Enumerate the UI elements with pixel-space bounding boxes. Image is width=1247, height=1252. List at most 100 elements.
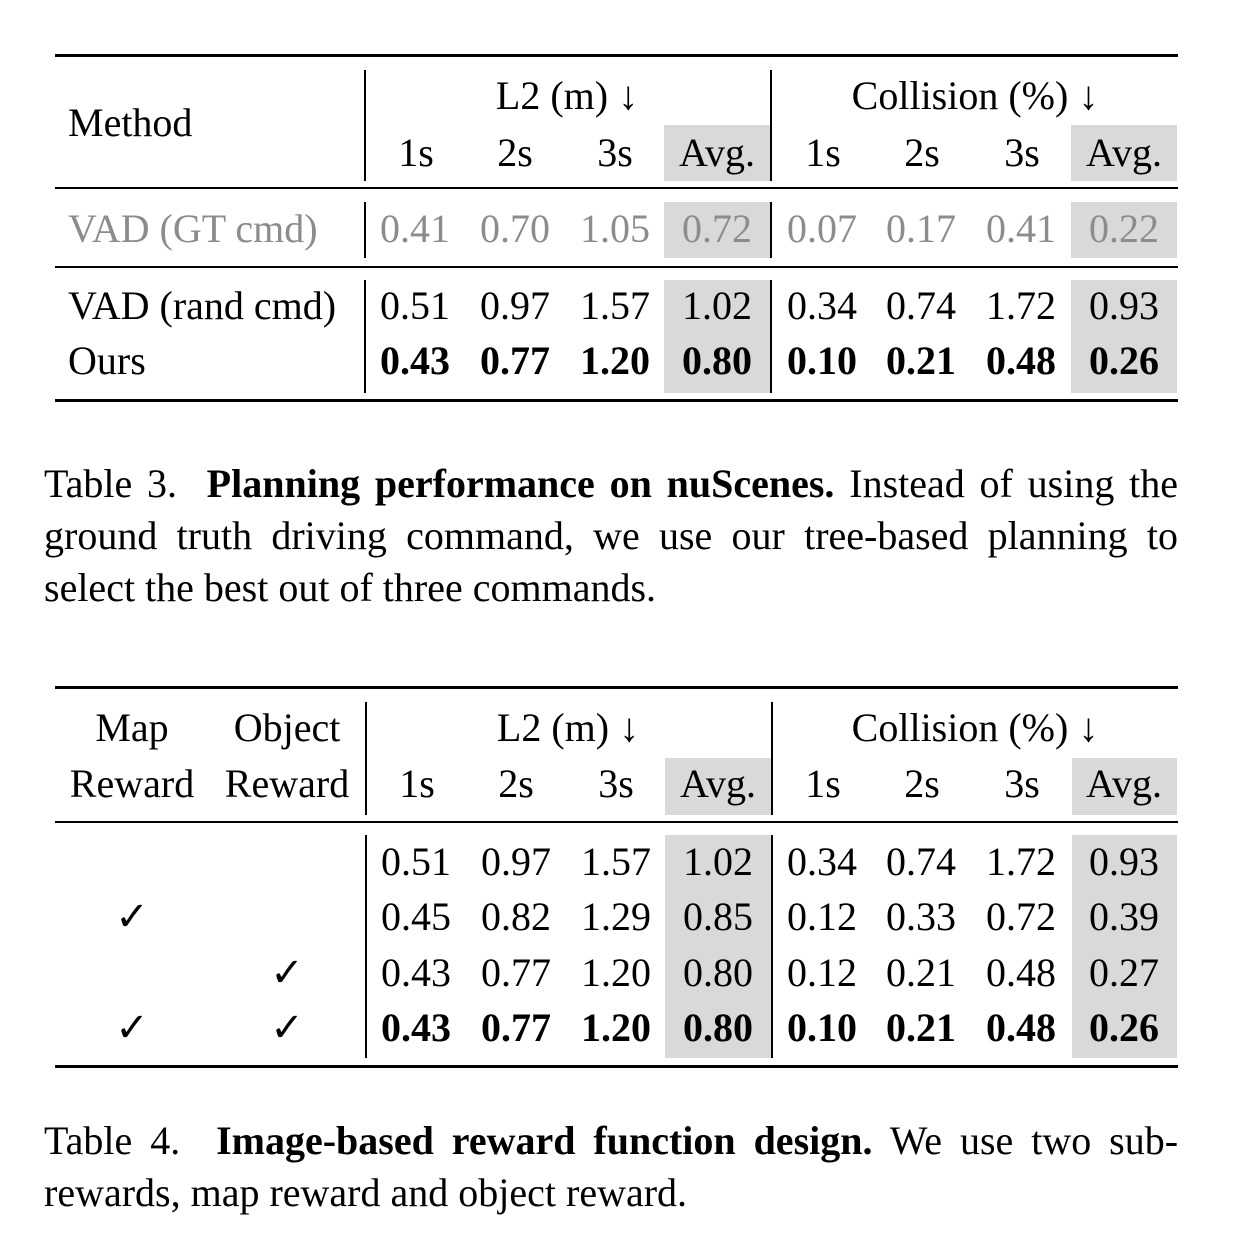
caption-title: Image-based reward function design. bbox=[216, 1118, 873, 1163]
table-cell: 0.33 bbox=[886, 894, 956, 939]
header-l2: L2 (m) ↓ bbox=[495, 73, 639, 118]
vline-mid bbox=[770, 70, 772, 181]
vline-mid-r1 bbox=[770, 202, 772, 258]
table-cell: 0.48 bbox=[986, 950, 1056, 995]
table-cell: 0.21 bbox=[886, 1005, 956, 1050]
table-cell: 0.21 bbox=[886, 338, 956, 383]
header-rule bbox=[55, 187, 1178, 189]
avg-shade-col-header bbox=[1071, 125, 1177, 181]
avg-shade-col-header bbox=[1072, 758, 1177, 815]
table-cell: 0.43 bbox=[381, 950, 451, 995]
table-cell: 0.80 bbox=[683, 950, 753, 995]
caption-title: Planning performance on nuScenes. bbox=[206, 461, 835, 506]
avg-shade-col-rows bbox=[1071, 280, 1177, 393]
table-cell: 0.97 bbox=[480, 283, 550, 328]
map-check: ✓ bbox=[115, 1005, 149, 1050]
top-rule bbox=[55, 54, 1178, 57]
header-col: 1s bbox=[398, 130, 434, 175]
table-cell: 0.26 bbox=[1089, 338, 1159, 383]
row-method: VAD (GT cmd) bbox=[68, 206, 318, 251]
table-3-caption: Table 3. Planning performance on nuScene… bbox=[44, 458, 1178, 614]
table-cell: 0.34 bbox=[787, 283, 857, 328]
table-cell: 0.74 bbox=[886, 283, 956, 328]
map-check: ✓ bbox=[115, 894, 149, 939]
header-col: 1s bbox=[805, 130, 841, 175]
header-col: 1s bbox=[399, 761, 435, 806]
header-map: Map bbox=[95, 705, 169, 750]
header-col: 1s bbox=[805, 761, 841, 806]
table-cell: 1.29 bbox=[581, 894, 651, 939]
table-cell: 0.17 bbox=[886, 206, 956, 251]
table-cell: 0.41 bbox=[986, 206, 1056, 251]
table-cell: 0.51 bbox=[380, 283, 450, 328]
bottom-rule bbox=[55, 399, 1178, 402]
table-cell: 0.41 bbox=[380, 206, 450, 251]
vline-mid-rows bbox=[770, 280, 772, 393]
table-cell: 0.43 bbox=[380, 338, 450, 383]
vline-method-r1 bbox=[364, 202, 366, 258]
table-cell: 0.93 bbox=[1089, 283, 1159, 328]
caption-label: Table 4. bbox=[44, 1118, 181, 1163]
mid-rule bbox=[55, 266, 1178, 268]
table-cell: 1.57 bbox=[580, 283, 650, 328]
vline-reward bbox=[365, 702, 367, 815]
table-cell: 0.12 bbox=[787, 894, 857, 939]
table-cell: 0.39 bbox=[1089, 894, 1159, 939]
table-cell: 1.02 bbox=[682, 283, 752, 328]
table-cell: 0.45 bbox=[381, 894, 451, 939]
table-4: Map Reward Object Reward L2 (m) ↓ Collis… bbox=[55, 686, 1178, 1072]
table-cell: 0.85 bbox=[683, 894, 753, 939]
table-cell: 0.10 bbox=[787, 338, 857, 383]
table-3: Method L2 (m) ↓ Collision (%) ↓ 1s 2s 3s… bbox=[55, 54, 1178, 404]
table-cell: 1.20 bbox=[581, 1005, 651, 1050]
avg-shade-l2-row1 bbox=[664, 202, 770, 258]
header-col: 3s bbox=[597, 130, 633, 175]
caption-text: Instead of using the ground truth drivin… bbox=[44, 461, 1179, 610]
table-cell: 0.10 bbox=[787, 1005, 857, 1050]
avg-shade-l2-header bbox=[665, 758, 771, 815]
table-cell: 0.80 bbox=[683, 1005, 753, 1050]
header-collision: Collision (%) ↓ bbox=[851, 73, 1099, 118]
header-col: Avg. bbox=[679, 130, 755, 175]
table-cell: 0.97 bbox=[481, 839, 551, 884]
bottom-rule bbox=[55, 1065, 1178, 1068]
table-cell: 0.51 bbox=[381, 839, 451, 884]
row-method: VAD (rand cmd) bbox=[68, 283, 337, 328]
table-cell: 0.77 bbox=[481, 950, 551, 995]
header-object: Object bbox=[233, 705, 341, 750]
header-method: Method bbox=[68, 100, 193, 145]
table-cell: 1.72 bbox=[986, 839, 1056, 884]
table-cell: 1.20 bbox=[581, 950, 651, 995]
header-col: 2s bbox=[904, 130, 940, 175]
vline-reward-rows bbox=[365, 835, 367, 1058]
avg-shade-l2-header bbox=[664, 125, 770, 181]
top-rule bbox=[55, 686, 1178, 689]
table-cell: 0.34 bbox=[787, 839, 857, 884]
vline-method bbox=[364, 70, 366, 181]
table-cell: 1.05 bbox=[580, 206, 650, 251]
table-cell: 0.27 bbox=[1089, 950, 1159, 995]
header-map: Reward bbox=[69, 761, 195, 806]
header-col: 2s bbox=[497, 130, 533, 175]
table-cell: 0.77 bbox=[480, 338, 550, 383]
table-cell: 0.82 bbox=[481, 894, 551, 939]
avg-shade-l2-rows bbox=[665, 835, 771, 1058]
table-cell: 0.12 bbox=[787, 950, 857, 995]
header-col: 2s bbox=[498, 761, 534, 806]
table-cell: 0.21 bbox=[886, 950, 956, 995]
table-cell: 1.20 bbox=[580, 338, 650, 383]
vline-method-rows bbox=[364, 280, 366, 393]
table-cell: 1.02 bbox=[683, 839, 753, 884]
table-cell: 0.22 bbox=[1089, 206, 1159, 251]
header-l2: L2 (m) ↓ bbox=[496, 705, 640, 750]
header-col: Avg. bbox=[1086, 761, 1162, 806]
header-col: Avg. bbox=[680, 761, 756, 806]
table-cell: 0.43 bbox=[381, 1005, 451, 1050]
caption-text: We use two sub-rewards, map reward and o… bbox=[44, 1118, 1179, 1215]
table-cell: 0.93 bbox=[1089, 839, 1159, 884]
object-check: ✓ bbox=[270, 950, 304, 995]
table-cell: 0.74 bbox=[886, 839, 956, 884]
header-collision: Collision (%) ↓ bbox=[851, 705, 1099, 750]
caption-label: Table 3. bbox=[44, 461, 178, 506]
avg-shade-l2-rows bbox=[664, 280, 770, 393]
